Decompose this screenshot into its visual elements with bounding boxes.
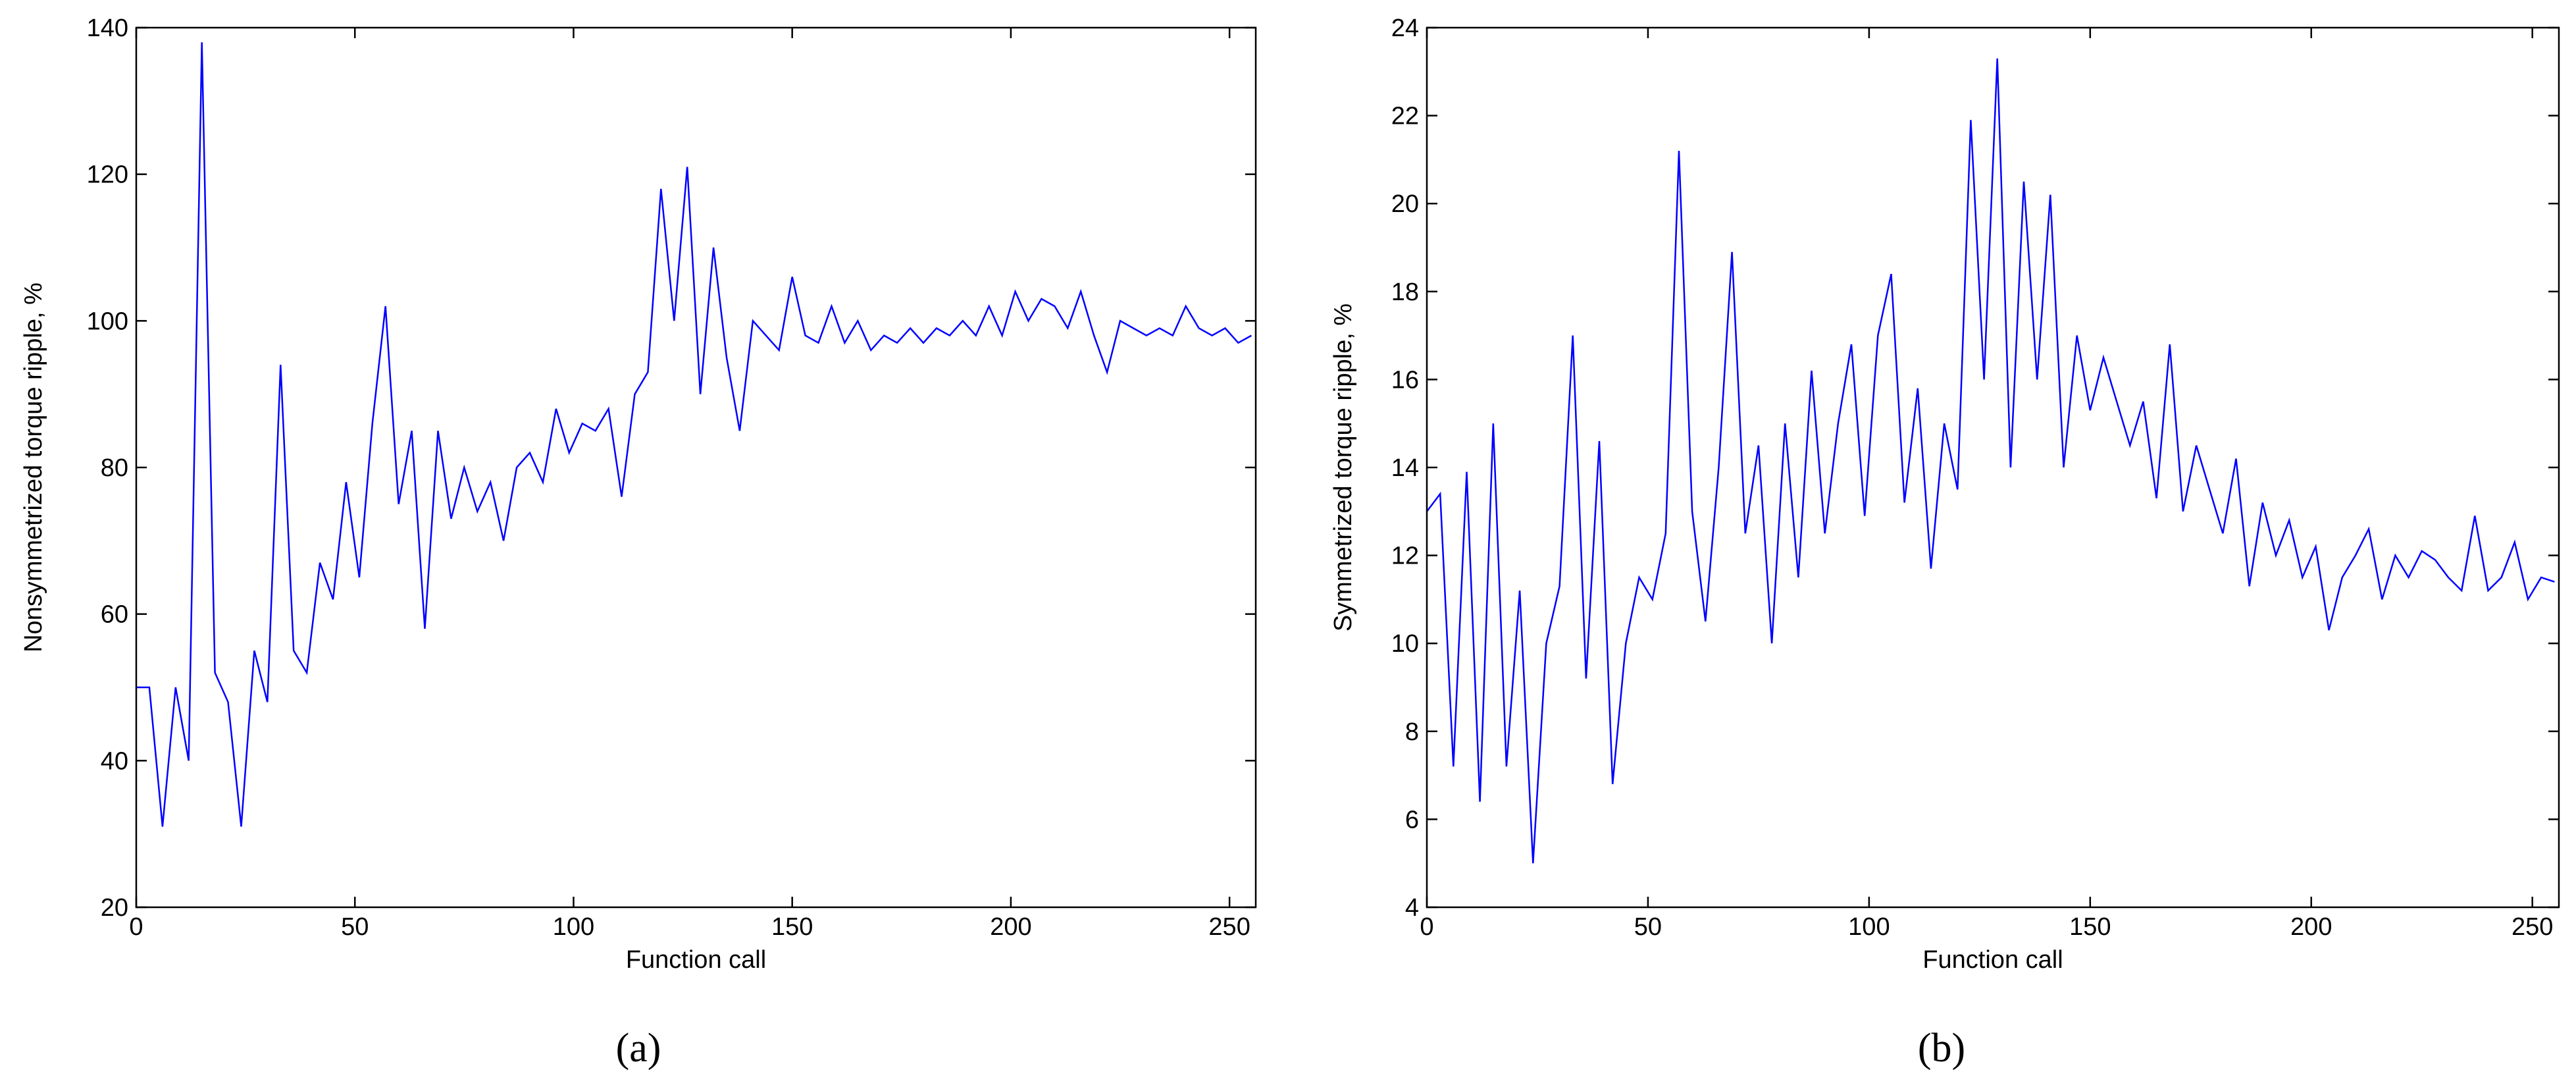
data-line (136, 42, 1252, 827)
x-tick-label: 250 (2512, 913, 2553, 941)
caption: (a) (616, 1026, 661, 1071)
y-tick-label: 20 (101, 894, 128, 922)
x-tick-label: 0 (129, 913, 143, 941)
y-tick-label: 14 (1391, 454, 1419, 482)
y-tick-label: 100 (87, 307, 128, 335)
x-tick-label: 250 (1208, 913, 1250, 941)
y-tick-label: 24 (1391, 14, 1419, 42)
x-axis-label: Function call (1922, 946, 2063, 974)
x-tick-label: 0 (1420, 913, 1433, 941)
y-tick-label: 10 (1391, 630, 1419, 658)
y-axis-label: Symmetrized torque ripple, % (1329, 304, 1357, 631)
x-axis-label: Function call (626, 946, 766, 974)
x-tick-label: 200 (990, 913, 1031, 941)
y-tick-label: 6 (1405, 806, 1419, 834)
y-tick-label: 4 (1405, 894, 1419, 922)
y-tick-label: 18 (1391, 278, 1419, 306)
x-tick-label: 200 (2290, 913, 2332, 941)
y-tick-label: 60 (101, 601, 128, 629)
plot-area (136, 28, 1256, 907)
x-tick-label: 150 (2069, 913, 2111, 941)
y-tick-label: 12 (1391, 543, 1419, 570)
x-tick-label: 100 (553, 913, 594, 941)
y-tick-label: 40 (101, 747, 128, 775)
y-axis-label: Nonsymmetrized torque ripple, % (20, 282, 47, 652)
y-tick-label: 80 (101, 454, 128, 482)
y-tick-label: 20 (1391, 190, 1419, 218)
y-tick-label: 22 (1391, 103, 1419, 130)
y-tick-label: 8 (1405, 718, 1419, 746)
y-tick-label: 16 (1391, 366, 1419, 394)
x-tick-label: 50 (341, 913, 369, 941)
x-tick-label: 50 (1634, 913, 1662, 941)
x-tick-label: 150 (771, 913, 813, 941)
y-tick-label: 120 (87, 161, 128, 189)
x-tick-label: 100 (1848, 913, 1890, 941)
data-line (1426, 58, 2555, 864)
caption: (b) (1918, 1026, 1965, 1071)
y-tick-label: 140 (87, 14, 128, 42)
